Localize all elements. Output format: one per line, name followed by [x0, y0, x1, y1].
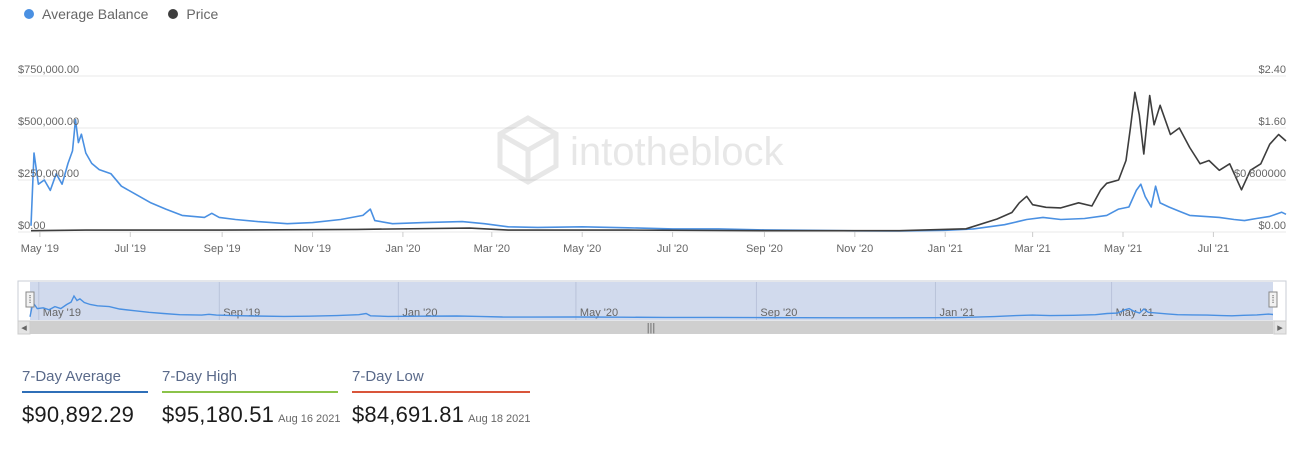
navigator-series-line	[29, 294, 1274, 319]
y-left-tick-label: $250,000.00	[18, 168, 79, 180]
navigator[interactable]: May '19 Sep '19 Jan '20 May '20 Sep '20 Jan '…	[0, 0, 1305, 340]
stat-value: $90,892.29	[22, 402, 135, 427]
x-tick-label: Jan '21	[928, 243, 963, 255]
stat-7day-average: 7-Day Average $90,892.29	[22, 368, 148, 428]
navigator-label: Jan '21	[939, 307, 974, 319]
legend-dot-icon	[168, 9, 179, 19]
navigator-label: Jan '20	[402, 307, 437, 319]
y-right-tick-label: $1.60	[1258, 116, 1286, 128]
stat-value: $95,180.51 Aug 16 2021	[162, 402, 341, 427]
x-tick-label: May '21	[1104, 243, 1142, 255]
x-tick-label: Nov '19	[294, 243, 331, 255]
stat-date: Aug 18 2021	[468, 413, 531, 425]
grid-lines	[18, 75, 1286, 233]
scrollbar-right-arrow-icon: ▸	[1277, 322, 1283, 334]
x-axis: May '19 Jul '19 Sep '19 Nov '19 Jan '20 Mar '…	[21, 232, 1229, 255]
x-tick-label: Sep '20	[746, 243, 783, 255]
stat-date: Aug 16 2021	[278, 413, 341, 425]
y-right-tick-label: $2.40	[1258, 64, 1286, 76]
x-tick-label: May '19	[21, 243, 59, 255]
legend-item[interactable]: Price	[168, 6, 218, 22]
stat-underline	[162, 391, 338, 393]
y-left-tick-label: $750,000.00	[18, 64, 79, 76]
navigator-right-handle[interactable]: ⁞	[1268, 291, 1278, 308]
navigator-label: May '19	[43, 307, 81, 319]
x-tick-label: Jan '20	[385, 243, 420, 255]
y-right-tick-label: $0.800000	[1234, 168, 1286, 180]
x-tick-label: Jul '21	[1198, 243, 1229, 255]
navigator-left-handle[interactable]: ⁞	[25, 291, 35, 308]
watermark: intotheblock	[497, 115, 784, 185]
stat-7day-high: 7-Day High $95,180.51 Aug 16 2021	[162, 368, 341, 428]
navigator-selection[interactable]	[30, 282, 1273, 320]
stat-underline	[22, 391, 148, 393]
stat-label: 7-Day Average	[22, 368, 121, 385]
legend-dot-icon	[24, 9, 34, 19]
navigator-series	[29, 294, 1274, 319]
y-right-tick-label: $0.00	[1258, 220, 1286, 232]
scrollbar-grip-icon: |||	[647, 322, 656, 334]
stat-label: 7-Day Low	[352, 368, 424, 385]
main-chart: intotheblock $0.00 $250,000.00 $500,000.00…	[18, 64, 1287, 255]
y-left-tick-label: $0.00	[18, 220, 46, 232]
svg-text:⁞: ⁞	[28, 294, 31, 306]
navigator-label: May '21	[1116, 307, 1154, 319]
navigator-labels: May '19 Sep '19 Jan '20 May '20 Sep '20 Jan '…	[38, 282, 1154, 320]
scrollbar-right-button[interactable]	[1273, 320, 1287, 335]
navigator-label: May '20	[580, 307, 618, 319]
y-left-tick-label: $500,000.00	[18, 116, 79, 128]
series-line-average-balance	[30, 118, 1287, 232]
x-tick-label: Mar '20	[474, 243, 510, 255]
watermark-text: intotheblock	[570, 130, 784, 174]
legend-label: Average Balance	[42, 6, 149, 22]
y-right-axis: $0.00 $0.800000 $1.60 $2.40	[1234, 64, 1286, 232]
legend-item[interactable]: Average Balance	[24, 6, 148, 22]
stat-underline	[352, 391, 530, 393]
stat-7day-low: 7-Day Low $84,691.81 Aug 18 2021	[352, 368, 531, 428]
stat-value: $84,691.81 Aug 18 2021	[352, 402, 531, 427]
scrollbar-thumb[interactable]	[30, 321, 1273, 334]
x-tick-label: Jul '20	[657, 243, 688, 255]
svg-text:⁞: ⁞	[1271, 294, 1274, 306]
series-layer	[30, 91, 1287, 232]
legend: Average Balance Price	[24, 6, 218, 22]
scrollbar-left-button[interactable]	[17, 320, 31, 335]
intotheblock-logo-icon	[497, 115, 559, 185]
x-tick-label: May '20	[563, 243, 601, 255]
x-tick-label: Mar '21	[1014, 243, 1050, 255]
legend-label: Price	[186, 6, 219, 22]
x-tick-label: Jul '19	[115, 243, 146, 255]
y-left-axis: $0.00 $250,000.00 $500,000.00 $750,000.00	[18, 64, 79, 232]
scrollbar-left-arrow-icon: ◂	[21, 322, 27, 334]
x-tick-label: Nov '20	[836, 243, 873, 255]
x-tick-label: Sep '19	[204, 243, 241, 255]
navigator-label: Sep '20	[760, 307, 797, 319]
navigator-label: Sep '19	[223, 307, 260, 319]
stat-label: 7-Day High	[162, 368, 238, 385]
series-line-price	[30, 91, 1287, 232]
